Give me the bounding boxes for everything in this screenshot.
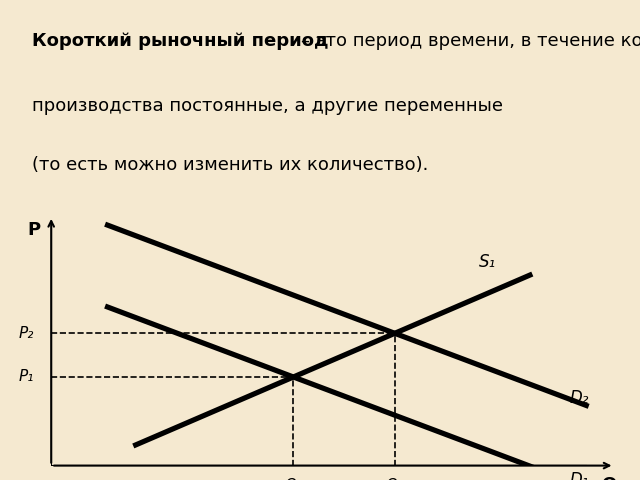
Text: Короткий рыночный период: Короткий рыночный период <box>32 33 328 50</box>
Text: Q₁: Q₁ <box>284 478 303 480</box>
Text: S₁: S₁ <box>479 253 497 271</box>
Text: P₂: P₂ <box>19 326 35 341</box>
Text: Q₂: Q₂ <box>386 478 404 480</box>
Text: P: P <box>28 221 41 239</box>
Text: (то есть можно изменить их количество).: (то есть можно изменить их количество). <box>32 156 428 173</box>
Text: D₁: D₁ <box>570 471 589 480</box>
Text: производства постоянные, а другие переменные: производства постоянные, а другие переме… <box>32 97 503 115</box>
Text: Q: Q <box>601 476 616 480</box>
Text: – это период времени, в течение которого одни факторы: – это период времени, в течение которого… <box>301 33 640 50</box>
Text: P₁: P₁ <box>19 370 35 384</box>
Text: D₂: D₂ <box>570 389 589 407</box>
